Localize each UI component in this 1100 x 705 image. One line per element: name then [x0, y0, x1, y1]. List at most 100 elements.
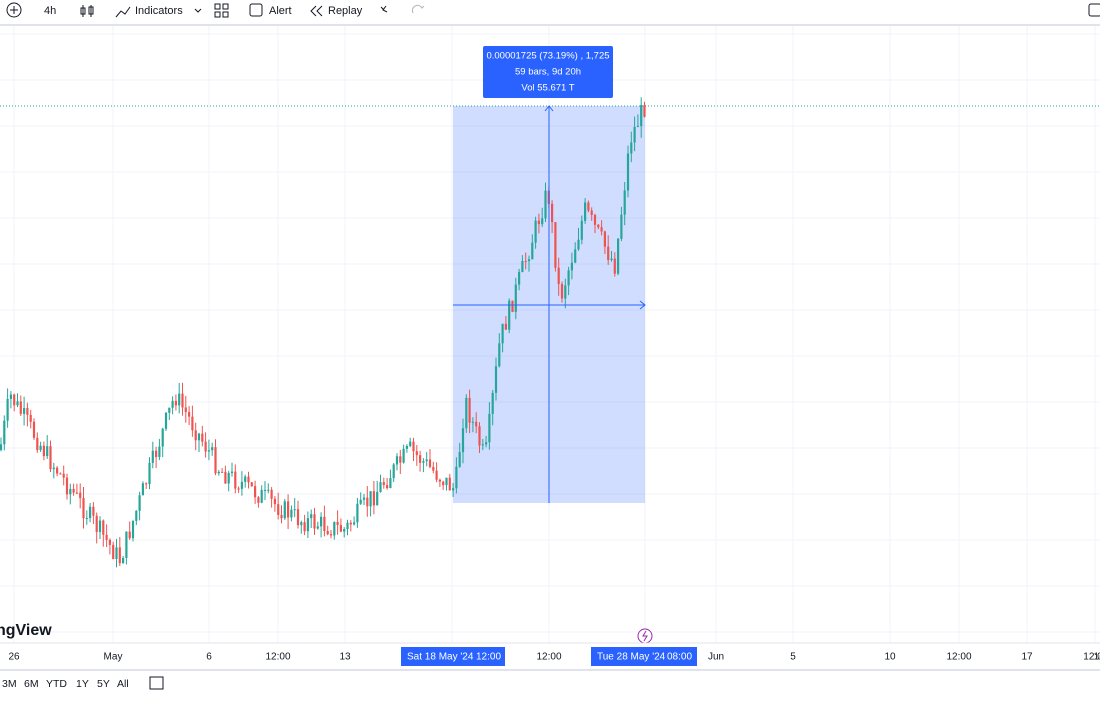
candle-body	[587, 202, 590, 211]
candle-body	[514, 284, 517, 312]
candle-body	[501, 323, 504, 344]
time-label: Jun	[708, 652, 724, 663]
time-label: 12:00	[265, 652, 290, 663]
candle-body	[494, 366, 498, 393]
candle-body	[168, 407, 171, 413]
end-time: 08:00	[667, 652, 692, 663]
candle-body	[560, 284, 564, 299]
start-date: Sat 18 May '24	[407, 652, 474, 663]
candle-body	[428, 459, 432, 467]
candle-body	[102, 520, 105, 535]
time-label: 10	[884, 652, 896, 663]
candle-body	[214, 447, 217, 474]
candle-body	[39, 445, 42, 451]
candle-body	[151, 450, 154, 463]
candle-body	[141, 483, 144, 496]
time-label: 13	[339, 652, 351, 663]
arrow-right	[639, 300, 646, 310]
candle-body	[438, 479, 441, 482]
goto-date[interactable]	[149, 676, 164, 690]
candle-body	[270, 489, 273, 499]
start-label-box	[401, 647, 505, 666]
range-button[interactable]: YTD	[46, 678, 67, 690]
candle-body	[574, 249, 577, 263]
candle-body	[234, 471, 237, 489]
candle-body	[174, 400, 177, 406]
candle-body	[554, 222, 557, 268]
candle-body	[46, 446, 49, 457]
candle-body	[310, 514, 313, 519]
candle-body	[0, 444, 3, 450]
candle-body	[155, 450, 158, 457]
dropdown-icon[interactable]	[194, 8, 202, 13]
candle-body	[112, 544, 115, 560]
candle-body	[49, 446, 52, 470]
fullscreen[interactable]	[1088, 3, 1100, 17]
range-button[interactable]: 1Y	[76, 678, 89, 690]
candle-body	[534, 220, 537, 243]
candle-body	[254, 486, 257, 498]
range-button[interactable]: 3M	[2, 678, 17, 690]
candle-body	[56, 467, 59, 474]
candle-body	[145, 483, 148, 485]
candle-body	[293, 509, 296, 511]
candle-body	[580, 220, 583, 240]
candle-body	[603, 231, 606, 247]
candle-body	[336, 521, 339, 525]
candle-body	[607, 246, 610, 261]
add-symbol[interactable]	[6, 2, 22, 18]
candle-body	[395, 456, 399, 465]
candle-body	[475, 421, 478, 427]
alert-button[interactable]: Alert	[269, 5, 292, 17]
event-bolt	[642, 630, 648, 642]
arrow-up	[544, 105, 554, 112]
candle-body	[382, 482, 385, 486]
interval[interactable]: 4h	[44, 5, 56, 17]
candle-body	[432, 466, 435, 471]
range-button[interactable]: 5Y	[97, 678, 110, 690]
candle-body	[359, 499, 362, 504]
candle-body	[392, 464, 395, 479]
candle-body	[201, 433, 204, 442]
candle-body	[194, 430, 197, 441]
candle-body	[19, 401, 22, 414]
candle-body	[108, 539, 111, 545]
candle-body	[557, 267, 560, 285]
candle-body	[227, 472, 230, 484]
candle-body	[531, 242, 534, 260]
candle-body	[52, 467, 55, 470]
candle-body	[455, 466, 458, 489]
candle-body	[356, 503, 359, 523]
candle-body	[346, 522, 349, 530]
candle-body	[300, 522, 303, 526]
range-button[interactable]: All	[117, 678, 129, 690]
candle-body	[161, 428, 164, 447]
candle-body	[610, 258, 613, 261]
candle-body	[448, 477, 451, 491]
candle-body	[296, 509, 300, 526]
candle-body	[422, 461, 425, 463]
replay-button[interactable]: Replay	[328, 5, 363, 17]
candle-body	[504, 323, 507, 330]
redo[interactable]	[411, 4, 425, 14]
candle-body	[204, 441, 207, 452]
range-button[interactable]: 6M	[24, 678, 39, 690]
candle-body	[527, 259, 531, 262]
candle-body	[13, 394, 16, 406]
candle-body	[283, 501, 286, 519]
candle-body	[640, 104, 643, 127]
candle-body	[211, 447, 214, 451]
candle-body	[82, 498, 85, 519]
start-time: 12:00	[476, 652, 501, 663]
candle-body	[59, 473, 62, 475]
candle-body	[349, 522, 352, 525]
candle-body	[320, 516, 323, 527]
time-label: 26	[8, 652, 20, 663]
candle-body	[122, 557, 125, 564]
candle-body	[9, 394, 12, 399]
candle-body	[415, 451, 418, 456]
layouts-icon[interactable]	[214, 3, 229, 18]
candle-body	[551, 203, 554, 223]
indicators-button[interactable]: Indicators	[135, 5, 183, 17]
